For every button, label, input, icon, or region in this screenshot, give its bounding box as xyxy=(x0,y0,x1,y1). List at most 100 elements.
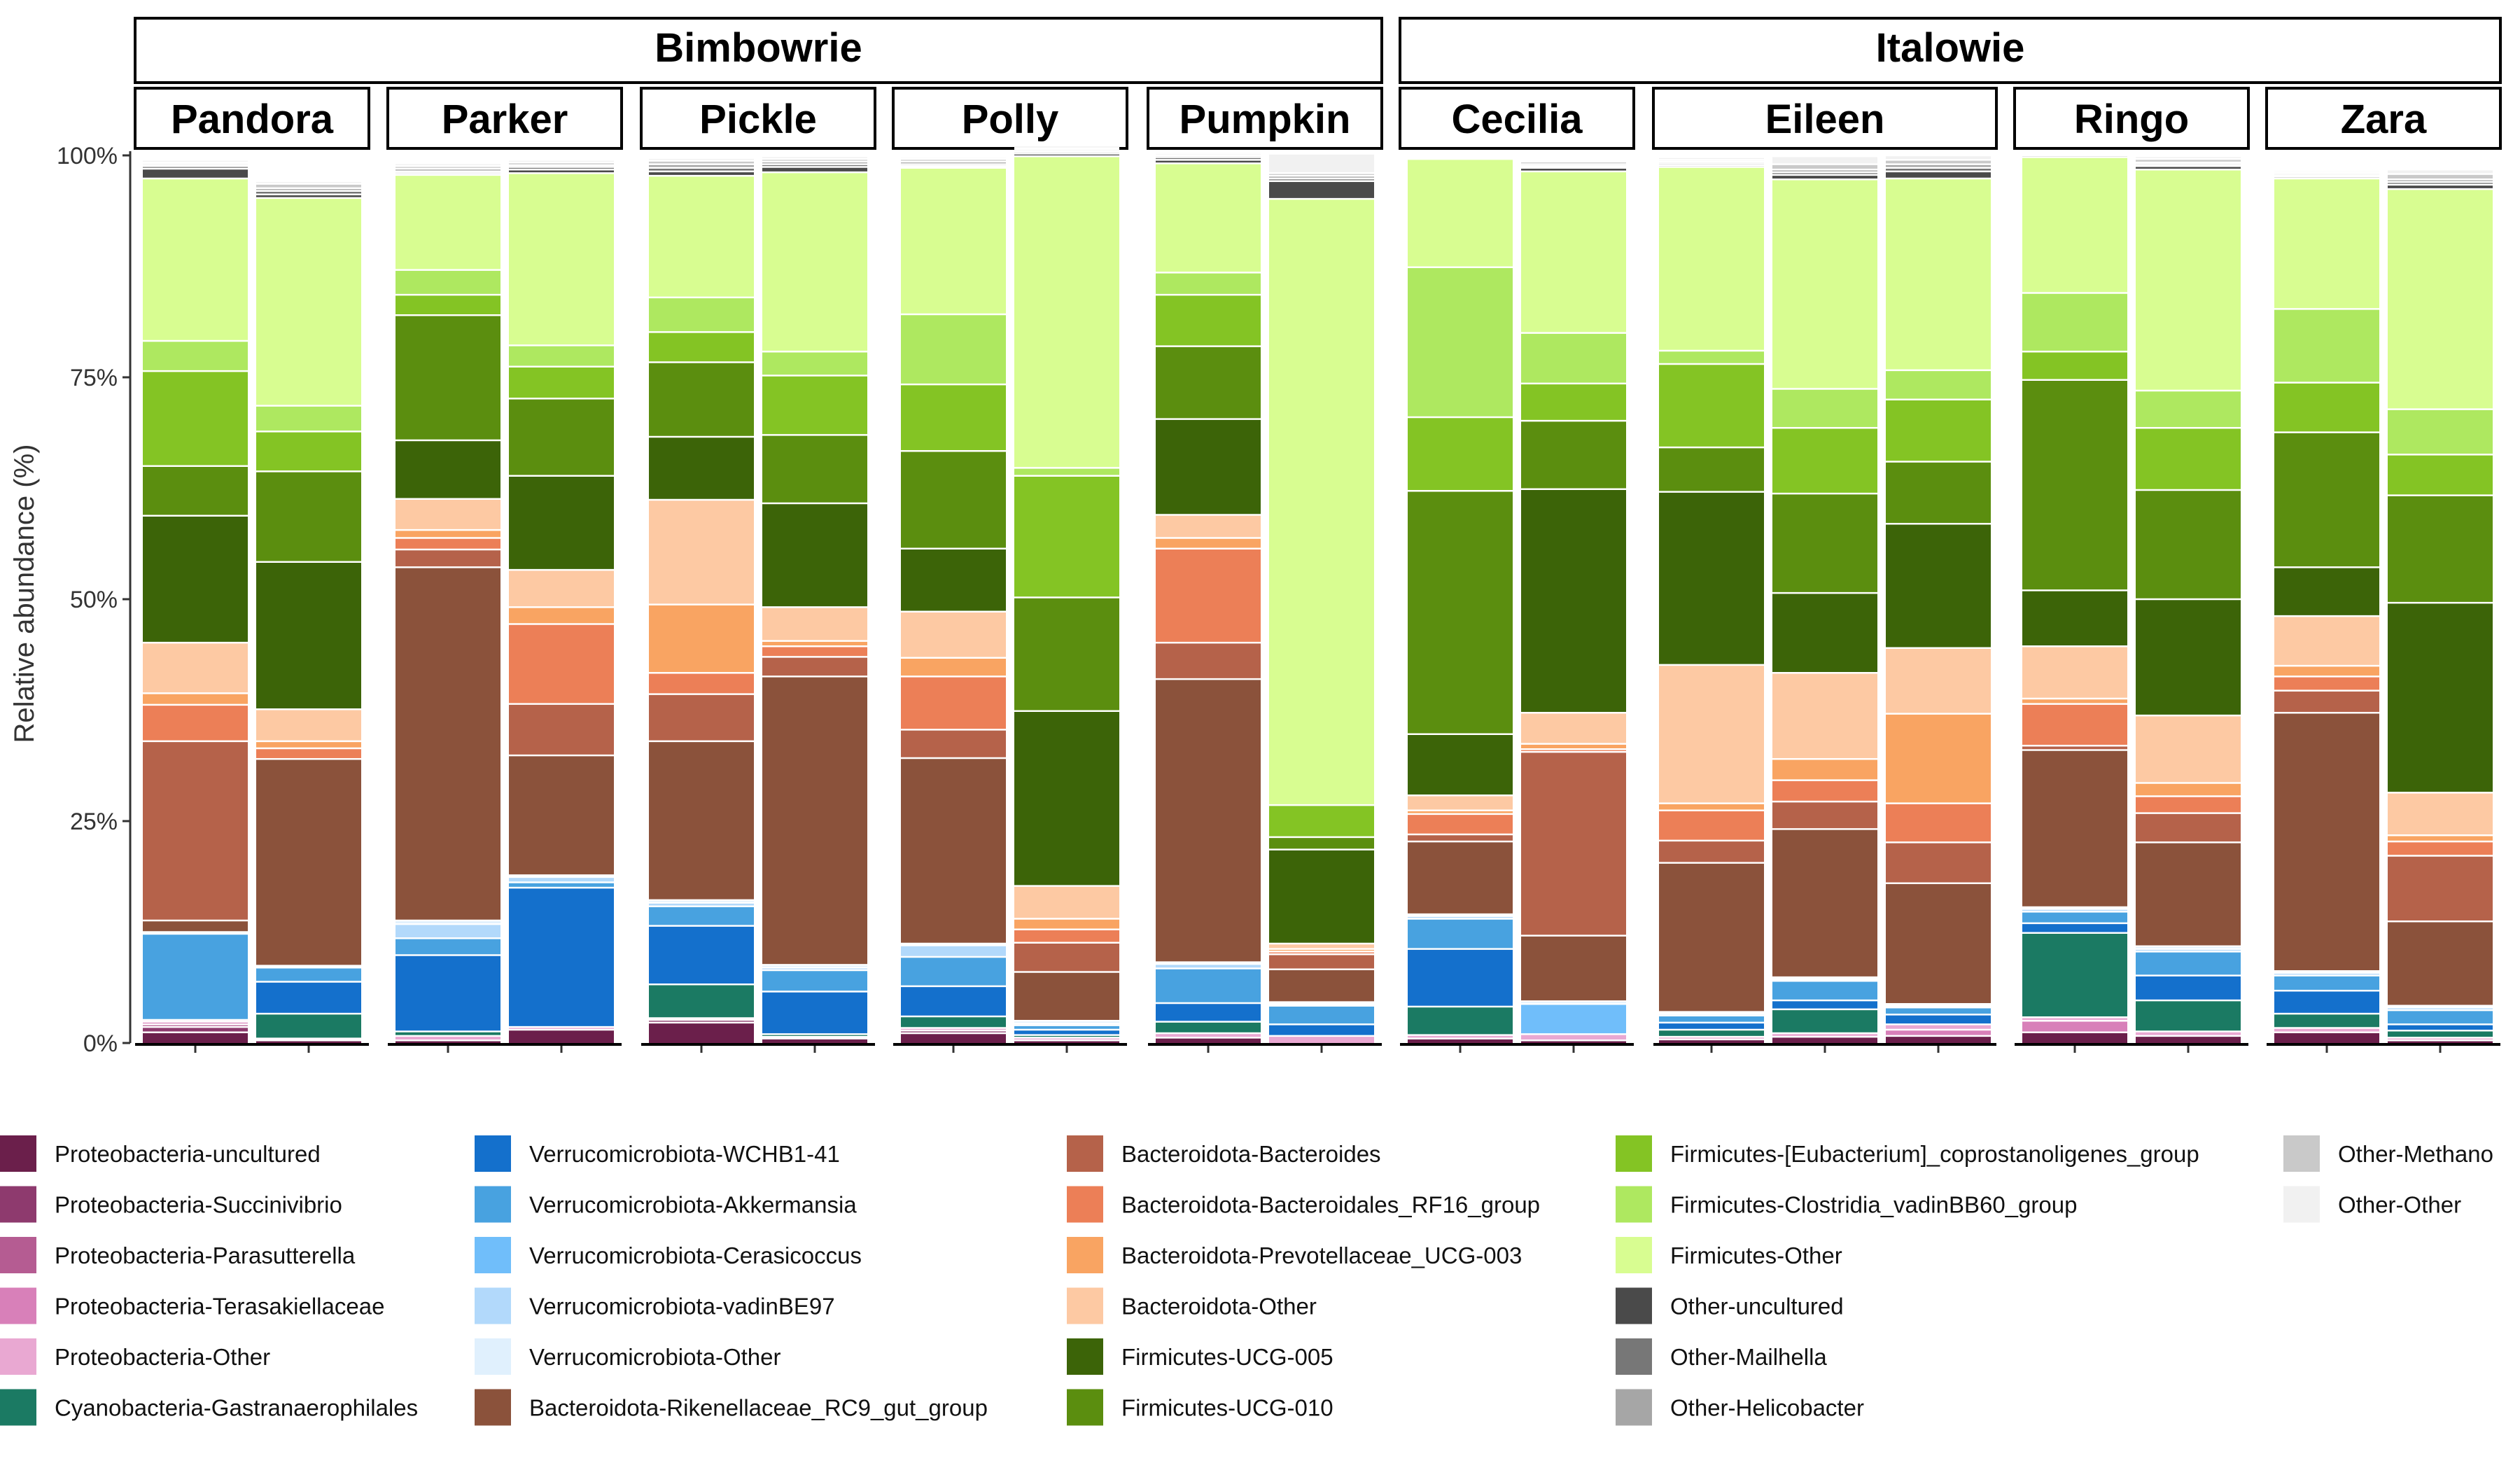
bar-segment xyxy=(649,158,754,161)
bar-segment xyxy=(509,398,614,476)
bar-segment xyxy=(1521,1034,1626,1041)
bar-segment xyxy=(762,1037,867,1039)
bar-segment xyxy=(2022,1032,2127,1043)
bar-segment xyxy=(509,888,614,1028)
bar-segment xyxy=(256,759,361,966)
y-axis-label: Relative abundance (%) xyxy=(9,444,40,743)
bar-segment xyxy=(1521,935,1626,1002)
bar-segment xyxy=(256,965,361,968)
bar-segment xyxy=(2388,835,2493,842)
bar-segment xyxy=(509,173,614,346)
bar-segment xyxy=(256,405,361,432)
bar-segment xyxy=(256,197,361,406)
legend-label: Verrucomicrobiota-Akkermansia xyxy=(529,1192,857,1218)
bar-zara-1 xyxy=(2274,169,2379,1043)
legend-label: Bacteroidota-Bacteroides xyxy=(1121,1141,1381,1167)
bar-segment xyxy=(143,160,248,163)
bar-segment xyxy=(762,646,867,657)
bar-segment xyxy=(396,171,500,174)
bar-segment xyxy=(2136,169,2241,391)
bar-segment xyxy=(2274,971,2379,973)
bar-segment xyxy=(1269,1024,1374,1036)
bar-segment xyxy=(1886,883,1991,1004)
legend-swatch xyxy=(0,1287,36,1324)
bar-segment xyxy=(1156,157,1261,160)
bar-segment xyxy=(2388,169,2493,174)
bar-segment xyxy=(901,167,1006,314)
legend-label: Verrucomicrobiota-Cerasicoccus xyxy=(529,1242,862,1268)
bar-segment xyxy=(2274,178,2379,309)
bar-segment xyxy=(396,1035,500,1041)
bar-segment xyxy=(1156,548,1261,643)
facet-strip-7 xyxy=(2013,87,2250,150)
bar-segment xyxy=(1408,159,1513,267)
bar-segment xyxy=(1886,1035,1991,1043)
y-tick-label: 75% xyxy=(70,365,118,391)
bar-segment xyxy=(1886,171,1991,178)
bar-segment xyxy=(2022,157,2127,293)
bar-segment xyxy=(2022,1017,2127,1021)
bar-segment xyxy=(1521,160,1626,162)
bar-segment xyxy=(1772,1000,1877,1009)
legend-item: Other-Mailhella xyxy=(1616,1338,1827,1375)
bar-segment xyxy=(2388,409,2493,455)
bar-segment xyxy=(1014,1025,1119,1030)
bar-segment xyxy=(143,162,248,164)
bar-pandora-1 xyxy=(143,159,248,1043)
bar-segment xyxy=(2388,1007,2493,1011)
bar-segment xyxy=(1659,160,1764,162)
bar-segment xyxy=(509,345,614,367)
bar-segment xyxy=(649,436,754,500)
bar-segment xyxy=(2274,309,2379,383)
bar-segment xyxy=(1521,167,1626,172)
bar-segment xyxy=(901,757,1006,944)
bar-segment xyxy=(762,676,867,965)
bar-segment xyxy=(2136,490,2241,599)
bar-segment xyxy=(1886,648,1991,714)
bar-segment xyxy=(649,906,754,926)
legend-label: Firmicutes-Other xyxy=(1670,1242,1842,1268)
bar-segment xyxy=(1659,163,1764,165)
bar-segment xyxy=(396,1040,500,1043)
bar-segment xyxy=(509,1029,614,1043)
bar-segment xyxy=(1014,150,1119,152)
bar-segment xyxy=(2274,666,2379,677)
legend-label: Verrucomicrobiota-WCHB1-41 xyxy=(529,1141,840,1167)
bar-segment xyxy=(1014,1023,1119,1026)
legend-swatch xyxy=(1067,1338,1103,1375)
bar-segment xyxy=(1659,1014,1764,1016)
bar-segment xyxy=(1659,810,1764,841)
bar-segment xyxy=(1521,752,1626,936)
legend-label: Firmicutes-Clostridia_vadinBB60_group xyxy=(1670,1192,2077,1218)
bar-segment xyxy=(2388,1024,2493,1031)
bar-segment xyxy=(2022,1021,2127,1032)
bar-segment xyxy=(509,160,614,163)
bar-segment xyxy=(1269,954,1374,969)
bar-segment xyxy=(1269,181,1374,200)
bar-segment xyxy=(2022,704,2127,746)
bar-segment xyxy=(396,938,500,955)
bar-segment xyxy=(1408,1035,1513,1039)
bar-segment xyxy=(1156,538,1261,549)
bar-segment xyxy=(1156,272,1261,295)
bar-segment xyxy=(1156,643,1261,680)
legend-item: Bacteroidota-Other xyxy=(1067,1287,1317,1324)
bar-segment xyxy=(2022,155,2127,158)
legend-item: Proteobacteria-Succinivibrio xyxy=(0,1186,342,1223)
legend-label: Other-Other xyxy=(2338,1192,2461,1218)
bar-segment xyxy=(1269,1002,1374,1004)
bar-segment xyxy=(509,169,614,174)
bar-segment xyxy=(649,1018,754,1021)
bar-segment xyxy=(2022,590,2127,647)
bar-segment xyxy=(1014,156,1119,468)
bar-segment xyxy=(901,611,1006,658)
bar-segment xyxy=(1521,743,1626,750)
bar-segment xyxy=(649,984,754,1018)
bar-segment xyxy=(1659,447,1764,492)
bar-pickle-2 xyxy=(762,155,867,1043)
bar-segment xyxy=(1772,174,1877,180)
bar-segment xyxy=(1156,346,1261,419)
bar-segment xyxy=(649,902,754,906)
bar-segment xyxy=(396,295,500,316)
y-tick-label: 25% xyxy=(70,808,118,835)
